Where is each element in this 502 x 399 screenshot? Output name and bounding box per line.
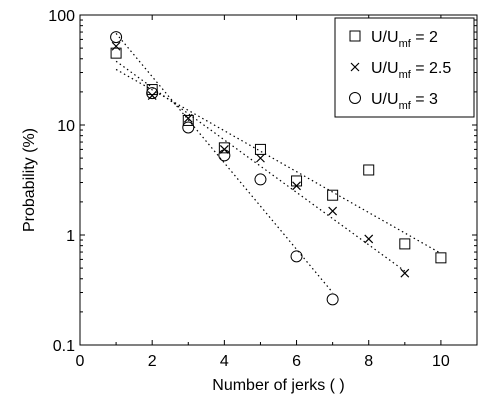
y-tick-label: 10 [57,118,75,135]
legend-label-prefix: U/U [371,91,399,108]
data-point-square [399,238,411,250]
data-point-cross [256,153,265,163]
legend-label: U/Umf = 2.5 [371,60,451,81]
trend-line-cross [115,60,406,272]
axis-ticks: 0 2 4 6 8 10 0.1 1 10 100 [48,8,478,370]
legend-label-subscript: mf [399,100,412,112]
x-tick-label: 8 [364,353,373,370]
data-point-circle [326,293,339,306]
legend-label-subscript: mf [399,38,412,50]
x-tick-label: 2 [148,353,157,370]
legend: U/Umf = 2U/Umf = 2.5U/Umf = 3 [334,17,475,118]
legend-label-suffix: = 2 [411,29,438,46]
data-point-square [327,189,339,201]
data-point-cross [183,113,193,123]
data-point-square [291,175,303,187]
legend-box [334,17,475,118]
data-markers [110,31,447,306]
legend-label-prefix: U/U [371,60,399,77]
data-point-cross [364,234,374,244]
legend-label: U/Umf = 2 [371,29,438,50]
data-point-square [363,164,375,176]
data-point-circle [182,121,195,134]
y-tick-label: 100 [48,8,75,25]
data-point-cross [292,181,301,191]
trend-lines [115,33,442,293]
data-point-square [254,143,266,155]
y-tick-label: 1 [66,228,75,245]
data-point-circle [290,250,303,263]
data-point-circle [254,173,267,186]
x-tick-label: 0 [76,353,85,370]
y-axis-title: Probability (%) [21,128,38,232]
legend-label: U/Umf = 3 [371,91,438,112]
data-point-cross [328,206,338,216]
plot-frame [79,14,478,346]
legend-marker-square [349,30,361,42]
data-point-square [218,142,230,154]
trend-line-square [115,68,442,254]
legend-label-prefix: U/U [371,29,399,46]
legend-label-subscript: mf [399,69,412,81]
data-point-cross [111,41,121,51]
data-point-circle [146,87,159,100]
x-tick-label: 10 [432,353,450,370]
trend-line-circle [115,33,334,293]
legend-marker-cross [350,62,360,72]
data-point-square [182,114,194,126]
legend-marker-circle [349,92,361,104]
data-point-square [435,252,447,264]
data-point-cross [400,268,410,278]
data-point-square [110,47,122,59]
x-tick-label: 6 [292,353,301,370]
data-point-circle [218,149,231,162]
x-axis-title: Number of jerks ( ) [212,377,344,394]
data-point-circle [110,31,123,44]
legend-label-suffix: = 2.5 [411,60,452,77]
y-tick-label: 0.1 [53,338,75,355]
legend-label-suffix: = 3 [411,91,438,108]
data-point-square [146,84,158,96]
x-tick-label: 4 [220,353,229,370]
